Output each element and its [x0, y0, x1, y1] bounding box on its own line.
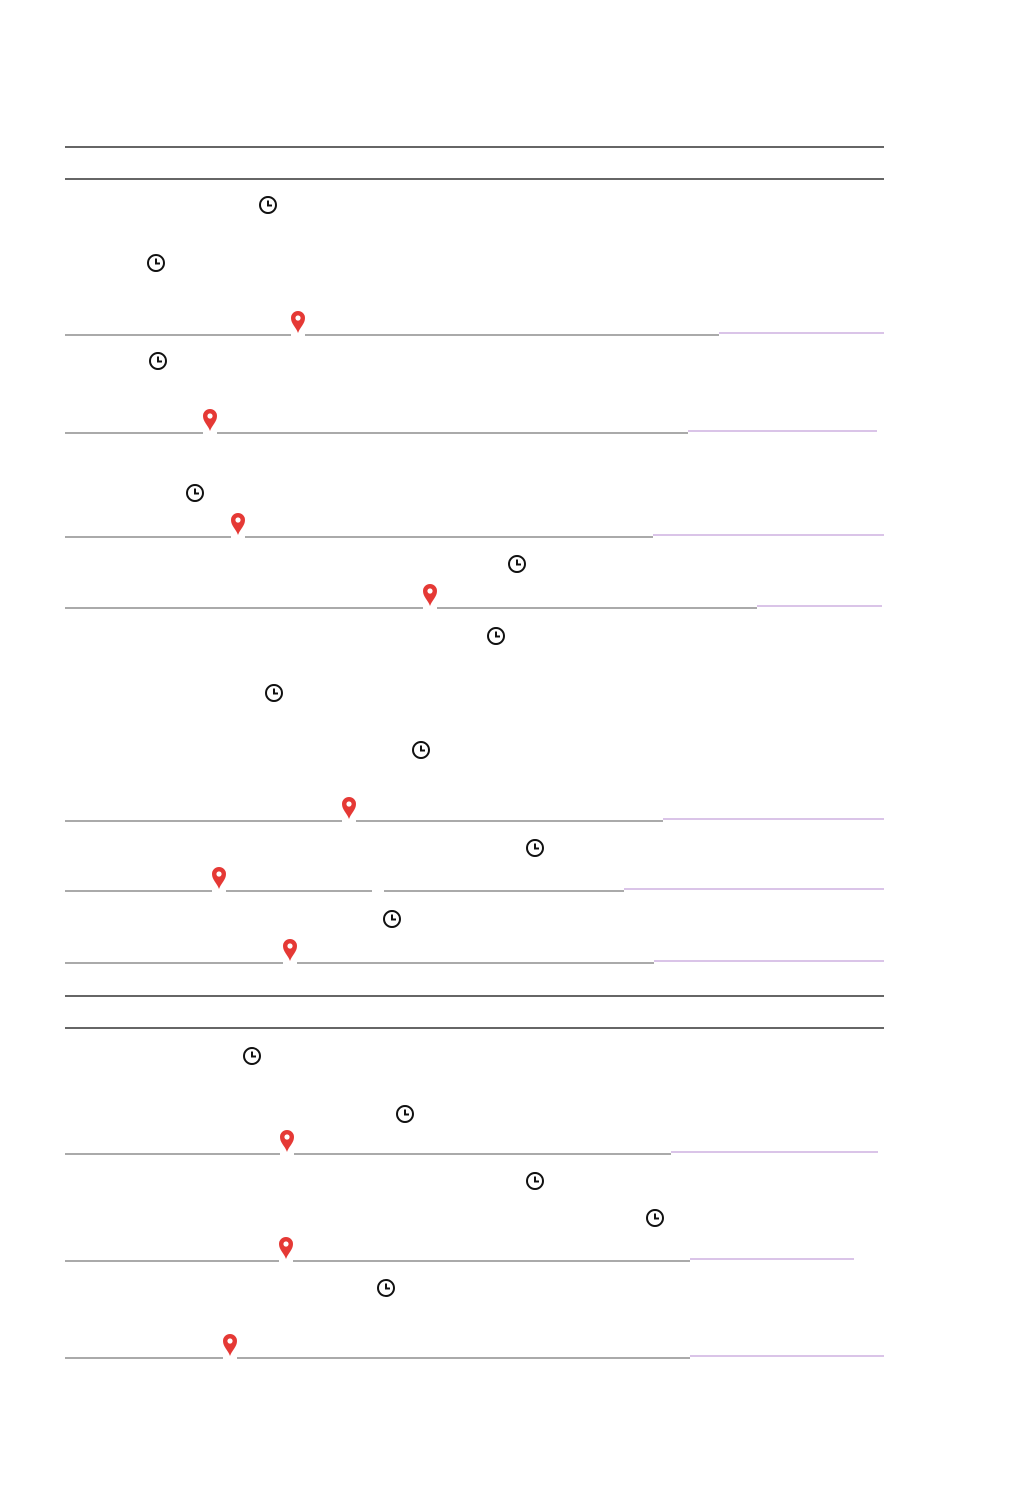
clock-icon — [526, 839, 544, 857]
map-pin — [342, 797, 356, 819]
clock-icon — [265, 684, 283, 702]
clock-icon — [383, 910, 401, 928]
clock-icon — [259, 196, 277, 214]
map-pin — [231, 513, 245, 535]
clock-icon — [396, 1105, 414, 1123]
map-pin — [212, 867, 226, 889]
clock-icon — [508, 555, 526, 573]
map-pin — [423, 584, 437, 606]
map-pin — [283, 939, 297, 961]
map-pin — [223, 1334, 237, 1356]
clock-icon — [243, 1047, 261, 1065]
clock-icon — [646, 1209, 664, 1227]
clock-icon — [526, 1172, 544, 1190]
map-pin — [279, 1237, 293, 1259]
map-pin — [203, 409, 217, 431]
clock-icon — [186, 484, 204, 502]
clock-icon — [487, 627, 505, 645]
clock-icon — [412, 741, 430, 759]
clock-icon — [147, 254, 165, 272]
map-pin — [280, 1130, 294, 1152]
clock-icon — [149, 352, 167, 370]
map-pin — [291, 311, 305, 333]
clock-icon — [377, 1279, 395, 1297]
